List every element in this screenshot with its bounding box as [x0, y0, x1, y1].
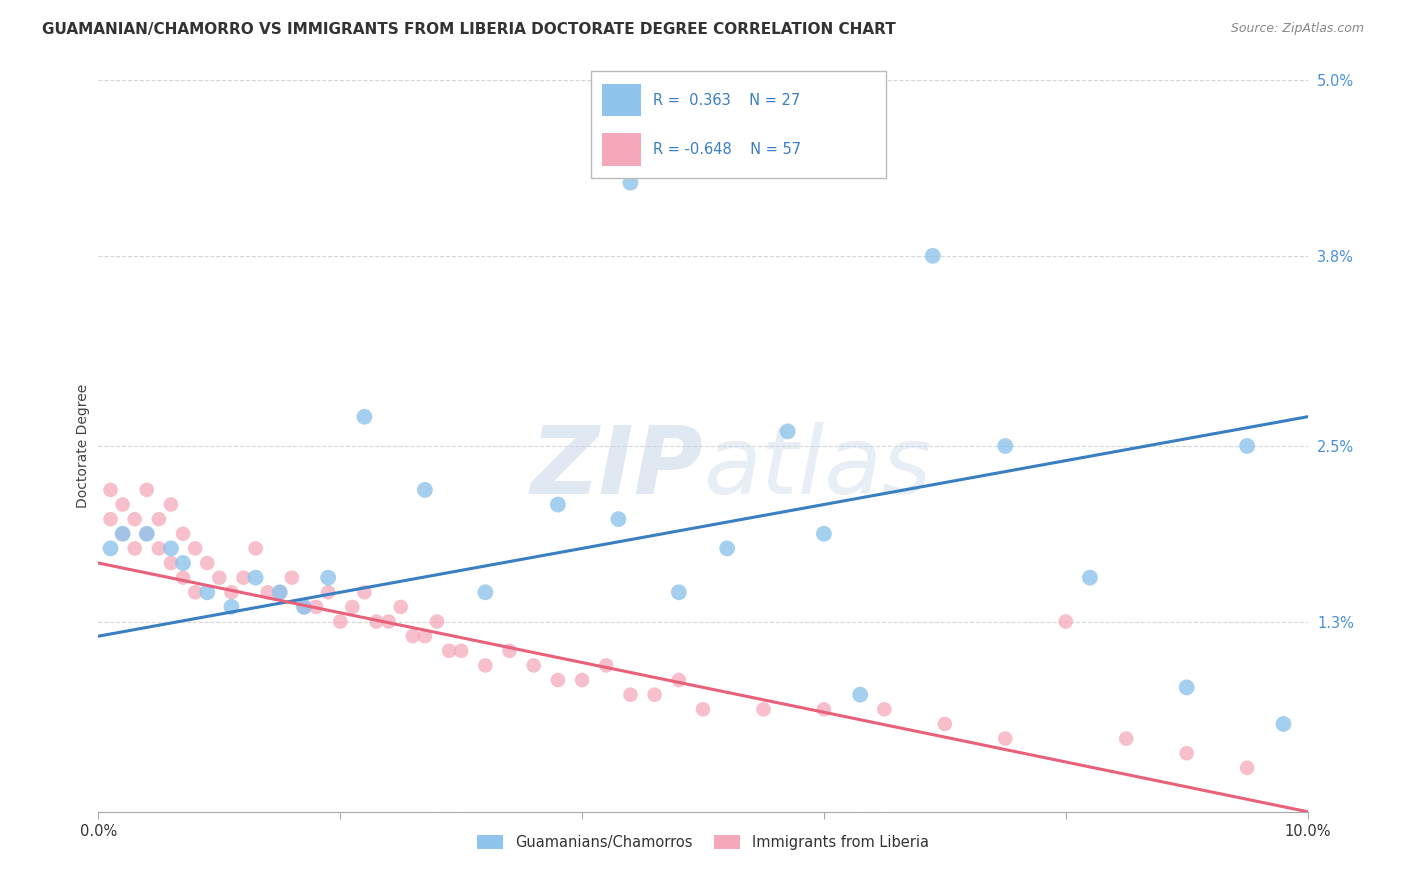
Point	[716, 541, 738, 556]
Text: R = -0.648    N = 57: R = -0.648 N = 57	[652, 142, 800, 157]
Point	[195, 556, 218, 570]
Point	[377, 615, 399, 629]
Point	[474, 585, 496, 599]
Point	[366, 615, 388, 629]
Point	[195, 585, 218, 599]
Point	[607, 512, 630, 526]
Point	[172, 526, 194, 541]
Point	[1272, 717, 1295, 731]
Point	[100, 541, 122, 556]
Point	[1175, 746, 1198, 760]
Point	[1078, 571, 1101, 585]
Point	[668, 585, 690, 599]
Point	[523, 658, 546, 673]
Point	[111, 526, 134, 541]
Point	[921, 249, 943, 263]
Text: R =  0.363    N = 27: R = 0.363 N = 27	[652, 93, 800, 108]
Point	[232, 571, 254, 585]
Point	[353, 409, 375, 424]
FancyBboxPatch shape	[591, 71, 886, 178]
Point	[269, 585, 291, 599]
Point	[100, 483, 122, 497]
Point	[148, 541, 170, 556]
Point	[124, 512, 146, 526]
Point	[413, 483, 436, 497]
Point	[692, 702, 714, 716]
Point	[1236, 761, 1258, 775]
Text: Source: ZipAtlas.com: Source: ZipAtlas.com	[1230, 22, 1364, 36]
Bar	[602, 84, 641, 116]
Point	[402, 629, 425, 643]
Point	[245, 571, 267, 585]
Point	[292, 599, 315, 614]
Point	[800, 103, 823, 117]
Point	[256, 585, 278, 599]
Point	[160, 498, 183, 512]
Point	[342, 599, 364, 614]
Point	[994, 731, 1017, 746]
Point	[1236, 439, 1258, 453]
Point	[353, 585, 375, 599]
Point	[1115, 731, 1137, 746]
Point	[498, 644, 520, 658]
Point	[208, 571, 231, 585]
Point	[292, 599, 315, 614]
Point	[776, 425, 799, 439]
Point	[135, 526, 157, 541]
Point	[329, 615, 352, 629]
Point	[316, 585, 339, 599]
Y-axis label: Doctorate Degree: Doctorate Degree	[76, 384, 90, 508]
Point	[281, 571, 304, 585]
Point	[934, 717, 956, 731]
Point	[547, 498, 569, 512]
Point	[413, 629, 436, 643]
Point	[619, 176, 641, 190]
Point	[474, 658, 496, 673]
Legend: Guamanians/Chamorros, Immigrants from Liberia: Guamanians/Chamorros, Immigrants from Li…	[471, 829, 935, 855]
Point	[437, 644, 460, 658]
Point	[752, 702, 775, 716]
Bar	[602, 134, 641, 166]
Text: atlas: atlas	[703, 423, 931, 514]
Point	[316, 571, 339, 585]
Point	[668, 673, 690, 687]
Point	[305, 599, 328, 614]
Point	[172, 556, 194, 570]
Text: ZIP: ZIP	[530, 422, 703, 514]
Point	[135, 526, 157, 541]
Point	[813, 526, 835, 541]
Point	[111, 498, 134, 512]
Point	[111, 526, 134, 541]
Point	[873, 702, 896, 716]
Point	[450, 644, 472, 658]
Point	[221, 585, 243, 599]
Point	[426, 615, 449, 629]
Point	[644, 688, 666, 702]
Point	[595, 658, 617, 673]
Point	[813, 702, 835, 716]
Point	[184, 585, 207, 599]
Point	[100, 512, 122, 526]
Point	[547, 673, 569, 687]
Point	[148, 512, 170, 526]
Point	[135, 483, 157, 497]
Text: GUAMANIAN/CHAMORRO VS IMMIGRANTS FROM LIBERIA DOCTORATE DEGREE CORRELATION CHART: GUAMANIAN/CHAMORRO VS IMMIGRANTS FROM LI…	[42, 22, 896, 37]
Point	[269, 585, 291, 599]
Point	[1054, 615, 1077, 629]
Point	[619, 688, 641, 702]
Point	[160, 556, 183, 570]
Point	[184, 541, 207, 556]
Point	[571, 673, 593, 687]
Point	[160, 541, 183, 556]
Point	[849, 688, 872, 702]
Point	[389, 599, 412, 614]
Point	[994, 439, 1017, 453]
Point	[172, 571, 194, 585]
Point	[245, 541, 267, 556]
Point	[221, 599, 243, 614]
Point	[124, 541, 146, 556]
Point	[1175, 681, 1198, 695]
